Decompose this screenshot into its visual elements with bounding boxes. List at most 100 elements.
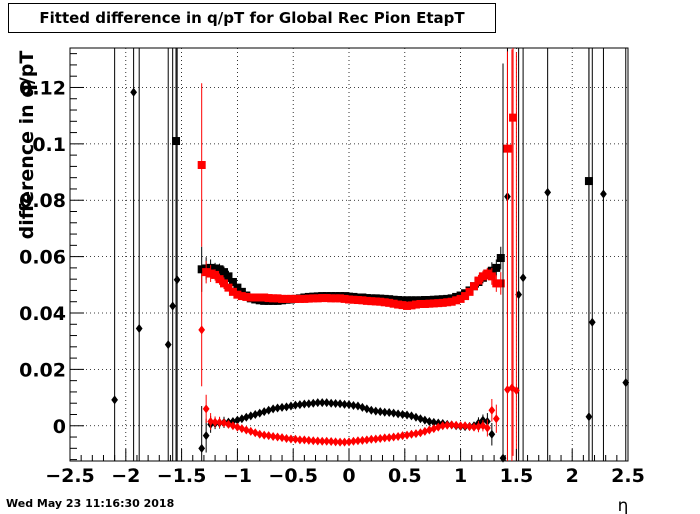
data-point: [215, 275, 224, 284]
x-tick-label: 2: [566, 465, 579, 487]
data-point: [341, 437, 348, 447]
data-point: [376, 433, 384, 443]
data-point: [496, 279, 505, 288]
data-point: [211, 270, 220, 279]
data-point: [278, 294, 287, 303]
data-point: [478, 272, 487, 281]
data-point: [336, 437, 344, 447]
data-point: [359, 402, 366, 412]
series-3: [198, 49, 520, 461]
data-point: [359, 435, 366, 445]
data-point: [287, 434, 295, 444]
data-point: [300, 399, 308, 409]
data-point: [198, 443, 206, 453]
data-point: [416, 299, 425, 308]
data-point: [309, 436, 317, 446]
data-point: [408, 429, 415, 439]
data-point: [111, 395, 119, 405]
data-point: [349, 295, 358, 304]
y-tick-label: 0: [53, 416, 66, 438]
data-point: [278, 402, 286, 412]
data-point: [265, 431, 273, 441]
data-point: [513, 386, 520, 396]
data-point: [412, 412, 420, 422]
data-point: [216, 417, 223, 427]
data-point: [376, 297, 385, 306]
data-point: [585, 412, 593, 422]
data-point: [430, 417, 438, 427]
data-point: [323, 436, 331, 446]
data-point: [394, 431, 402, 441]
data-point: [296, 400, 304, 410]
data-point: [300, 435, 308, 445]
data-point: [292, 434, 299, 444]
series-0: [172, 48, 593, 461]
data-point: [256, 429, 264, 439]
data-point: [305, 399, 313, 409]
data-point: [282, 294, 291, 303]
data-point: [367, 405, 375, 415]
x-tick-label: 0.5: [388, 465, 422, 487]
data-marks: [111, 48, 630, 463]
data-point: [220, 418, 228, 428]
data-point: [417, 414, 424, 424]
y-tick-label: 0.06: [19, 247, 66, 269]
data-point: [448, 420, 456, 430]
data-point: [327, 437, 335, 447]
data-point: [403, 410, 411, 420]
data-point: [345, 437, 353, 447]
data-point: [515, 290, 523, 300]
data-point: [305, 435, 313, 445]
data-point: [260, 293, 269, 302]
data-point: [492, 414, 500, 424]
data-point: [429, 299, 438, 308]
data-point: [202, 431, 210, 441]
data-point: [278, 433, 286, 443]
data-point: [331, 294, 340, 303]
data-point: [439, 421, 447, 431]
data-point: [229, 421, 237, 431]
data-point: [372, 434, 380, 444]
data-point: [499, 453, 507, 463]
data-point: [197, 160, 206, 169]
y-tick-label: 0.1: [32, 134, 66, 156]
y-tick-label: 0.08: [19, 190, 66, 212]
data-point: [350, 436, 357, 446]
data-point: [408, 411, 415, 421]
data-point: [283, 402, 290, 412]
x-tick-label: 2.5: [611, 465, 645, 487]
data-point: [470, 422, 478, 432]
x-tick-label: −2: [111, 465, 140, 487]
data-point: [224, 283, 233, 292]
data-point: [327, 398, 335, 408]
data-point: [286, 294, 295, 303]
data-point: [265, 405, 273, 415]
data-point: [228, 287, 237, 296]
x-tick-label: −0.5: [268, 465, 318, 487]
data-point: [588, 317, 596, 327]
data-point: [224, 272, 233, 281]
data-point: [345, 295, 353, 304]
data-point: [287, 401, 295, 411]
data-point: [457, 421, 464, 431]
data-point: [318, 398, 326, 408]
series-1: [197, 48, 518, 456]
data-point: [434, 422, 442, 432]
y-tick-label: 0.12: [19, 77, 66, 99]
data-point: [206, 269, 215, 278]
data-point: [322, 294, 331, 303]
data-point: [425, 299, 434, 308]
data-point: [313, 294, 322, 303]
data-point: [269, 431, 277, 441]
data-point: [207, 417, 214, 427]
data-point: [394, 300, 403, 309]
data-point: [484, 423, 491, 433]
data-point: [336, 399, 344, 409]
data-point: [234, 422, 241, 432]
data-point: [403, 301, 412, 310]
data-point: [403, 430, 411, 440]
data-point: [340, 294, 349, 303]
data-point: [323, 398, 331, 408]
data-point: [496, 254, 505, 263]
y-axis-label: difference in q/pT: [16, 51, 38, 240]
